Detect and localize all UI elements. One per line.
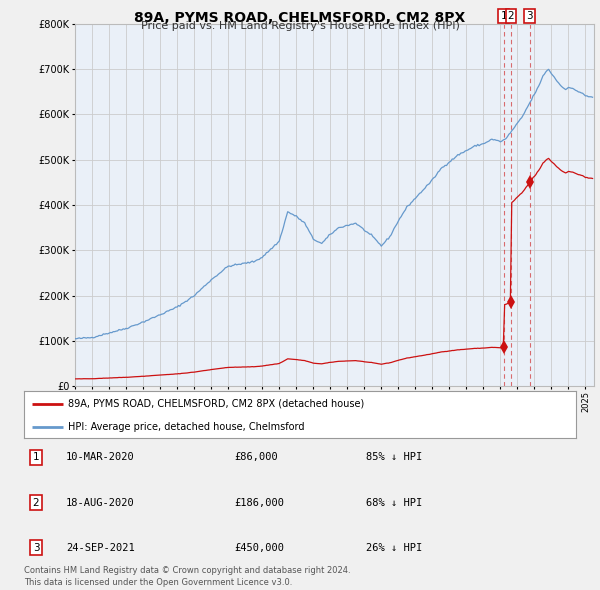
Text: 26% ↓ HPI: 26% ↓ HPI <box>366 543 422 552</box>
Text: Contains HM Land Registry data © Crown copyright and database right 2024.
This d: Contains HM Land Registry data © Crown c… <box>24 566 350 587</box>
Text: Price paid vs. HM Land Registry's House Price Index (HPI): Price paid vs. HM Land Registry's House … <box>140 21 460 31</box>
Text: HPI: Average price, detached house, Chelmsford: HPI: Average price, detached house, Chel… <box>68 422 305 432</box>
Text: £86,000: £86,000 <box>234 453 278 462</box>
Text: £450,000: £450,000 <box>234 543 284 552</box>
Text: 85% ↓ HPI: 85% ↓ HPI <box>366 453 422 462</box>
Text: 68% ↓ HPI: 68% ↓ HPI <box>366 498 422 507</box>
Text: 3: 3 <box>32 543 40 552</box>
Text: 10-MAR-2020: 10-MAR-2020 <box>66 453 135 462</box>
Text: 89A, PYMS ROAD, CHELMSFORD, CM2 8PX: 89A, PYMS ROAD, CHELMSFORD, CM2 8PX <box>134 11 466 25</box>
Text: 2: 2 <box>508 11 514 21</box>
Text: 1: 1 <box>32 453 40 462</box>
Text: 89A, PYMS ROAD, CHELMSFORD, CM2 8PX (detached house): 89A, PYMS ROAD, CHELMSFORD, CM2 8PX (det… <box>68 399 364 409</box>
Text: 2: 2 <box>32 498 40 507</box>
Text: £186,000: £186,000 <box>234 498 284 507</box>
Text: 3: 3 <box>527 11 533 21</box>
Text: 1: 1 <box>500 11 507 21</box>
Text: 24-SEP-2021: 24-SEP-2021 <box>66 543 135 552</box>
Text: 18-AUG-2020: 18-AUG-2020 <box>66 498 135 507</box>
